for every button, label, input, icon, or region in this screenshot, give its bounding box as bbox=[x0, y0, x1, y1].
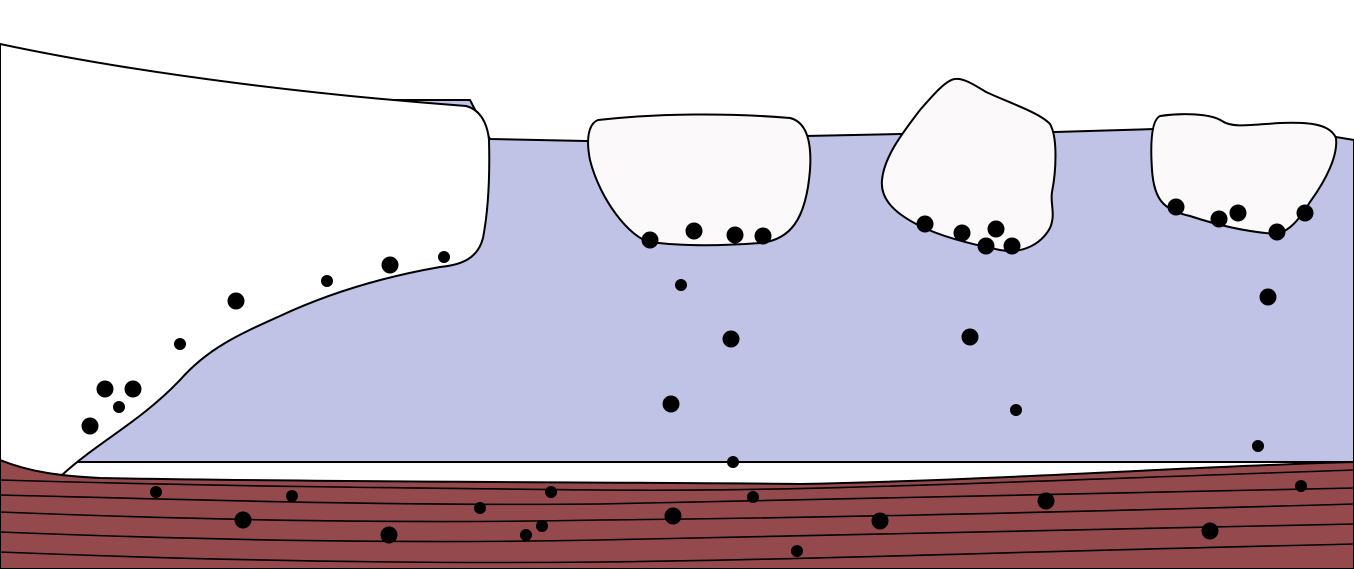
debris-particle bbox=[747, 491, 759, 503]
iceberg bbox=[1150, 113, 1338, 235]
debris-particle bbox=[953, 224, 971, 242]
deposited-debris bbox=[150, 480, 1307, 557]
debris-particle bbox=[380, 526, 398, 544]
debris-particle bbox=[871, 512, 889, 530]
sediment-layer-line bbox=[0, 523, 1354, 543]
debris-particle bbox=[961, 328, 979, 346]
debris-particle bbox=[1010, 404, 1022, 416]
debris-particle bbox=[536, 520, 548, 532]
debris-particle bbox=[81, 417, 99, 435]
debris-particle bbox=[1259, 288, 1277, 306]
debris-particle bbox=[124, 380, 142, 398]
ice-shelf bbox=[0, 43, 491, 476]
debris-particle bbox=[1210, 210, 1228, 228]
debris-particle bbox=[1295, 480, 1307, 492]
debris-particle bbox=[754, 227, 772, 245]
debris-particle bbox=[381, 256, 399, 274]
debris-particle bbox=[916, 215, 934, 233]
debris-particle bbox=[662, 395, 680, 413]
sediment-layer-line bbox=[0, 503, 1354, 523]
debris-particle bbox=[113, 401, 125, 413]
debris-particle bbox=[664, 507, 682, 525]
debris-particle bbox=[1252, 440, 1264, 452]
debris-particle bbox=[1037, 492, 1055, 510]
debris-particle bbox=[722, 330, 740, 348]
debris-particle bbox=[977, 237, 995, 255]
debris-particle bbox=[286, 490, 298, 502]
debris-particle bbox=[1268, 223, 1286, 241]
debris-particle bbox=[1229, 204, 1247, 222]
debris-particle bbox=[321, 275, 333, 287]
debris-particle bbox=[96, 380, 114, 398]
debris-particle bbox=[438, 251, 450, 263]
sediment-layer-line bbox=[0, 487, 1354, 506]
debris-particle bbox=[174, 338, 186, 350]
debris-particle bbox=[227, 292, 245, 310]
debris-particle bbox=[675, 279, 687, 291]
debris-particle bbox=[150, 486, 162, 498]
sediment-layer-line bbox=[0, 543, 1354, 564]
debris-particle bbox=[1296, 204, 1314, 222]
ice-shelf-debris bbox=[81, 251, 450, 435]
debris-particle bbox=[641, 231, 659, 249]
debris-particle bbox=[727, 456, 739, 468]
debris-particle bbox=[520, 529, 532, 541]
debris-particle bbox=[545, 486, 557, 498]
sediment-layers bbox=[0, 469, 1354, 564]
debris-particle bbox=[726, 226, 744, 244]
debris-particle bbox=[234, 511, 252, 529]
iceberg-debris bbox=[641, 198, 1314, 255]
debris-particle bbox=[1201, 522, 1219, 540]
debris-particle bbox=[474, 502, 486, 514]
debris-particle bbox=[1167, 198, 1185, 216]
debris-particle bbox=[1003, 237, 1021, 255]
debris-particle bbox=[987, 220, 1005, 238]
falling-debris bbox=[662, 279, 1277, 468]
debris-particle bbox=[791, 545, 803, 557]
sediment-layer-line bbox=[0, 469, 1354, 492]
debris-particle bbox=[685, 222, 703, 240]
